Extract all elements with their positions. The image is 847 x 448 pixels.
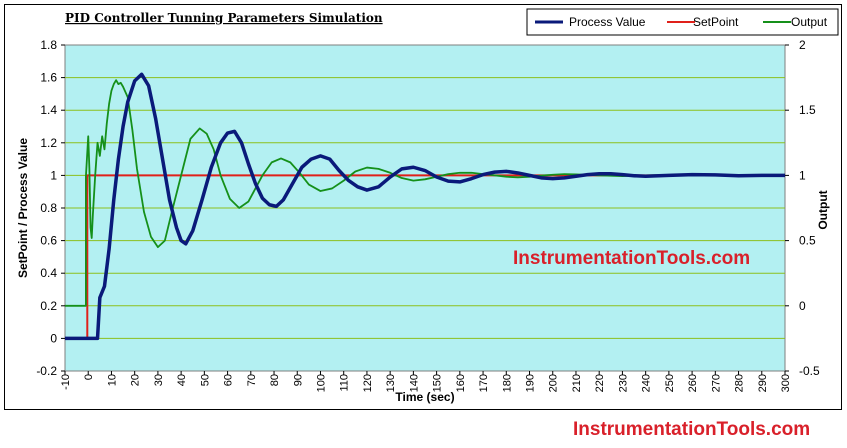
x-tick-label-31: 300 xyxy=(780,374,792,392)
x-tick-label-14: 130 xyxy=(385,374,397,392)
y-tick-label-5: 0.8 xyxy=(40,201,57,215)
legend-label-setpoint: SetPoint xyxy=(693,15,739,29)
y-tick-label-6: 1 xyxy=(50,168,57,182)
x-tick-label-23: 220 xyxy=(594,374,606,392)
y-tick-label-2: 0.2 xyxy=(40,299,57,313)
y2-tick-label-3: 1 xyxy=(799,168,806,182)
y-tick-label-8: 1.4 xyxy=(40,103,57,117)
x-tick-label-4: 30 xyxy=(153,374,165,386)
x-tick-label-28: 270 xyxy=(710,374,722,392)
y2-axis-title: Output xyxy=(816,190,830,229)
x-tick-label-17: 160 xyxy=(455,374,467,392)
series-line-process-value xyxy=(65,72,785,341)
x-tick-label-2: 10 xyxy=(106,374,118,386)
x-tick-label-1: 0 xyxy=(83,374,95,380)
x-tick-label-9: 80 xyxy=(269,374,281,386)
y-axis-title: SetPoint / Process Value xyxy=(16,138,30,278)
y2-tick-label-1: 0 xyxy=(799,299,806,313)
chart-title: PID Controller Tunning Parameters Simula… xyxy=(65,11,383,25)
chart-frame: -0.2 0 0.2 0.4 0.6 0.8 1 1.2 1.4 1.6 1.8 -0.5 0 0.5 1 1… xyxy=(4,4,842,410)
x-tick-label-8: 70 xyxy=(246,374,258,386)
x-tick-label-11: 100 xyxy=(315,374,327,392)
y2-tick-label-4: 1.5 xyxy=(799,103,816,117)
x-tick-label-5: 40 xyxy=(176,374,188,386)
x-tick-label-29: 280 xyxy=(734,374,746,392)
y2-tick-label-5: 2 xyxy=(799,38,806,52)
y-tick-label-4: 0.6 xyxy=(40,234,57,248)
y2-tick-label-2: 0.5 xyxy=(799,234,816,248)
x-tick-label-22: 210 xyxy=(571,374,583,392)
x-tick-label-30: 290 xyxy=(757,374,769,392)
x-tick-label-18: 170 xyxy=(478,374,490,392)
x-tick-label-21: 200 xyxy=(548,374,560,392)
watermark-plot: InstrumentationTools.com xyxy=(513,248,751,269)
watermark-bottom: InstrumentationTools.com xyxy=(573,419,811,440)
chart-svg: -0.200.20.40.60.811.21.41.61.8-0.500.511… xyxy=(16,8,839,404)
y-tick-label-9: 1.6 xyxy=(40,71,57,85)
x-tick-label-6: 50 xyxy=(199,374,211,386)
legend-label-process-value: Process Value xyxy=(569,15,646,29)
x-tick-label-24: 230 xyxy=(617,374,629,392)
x-tick-label-0: -10 xyxy=(60,374,72,390)
x-tick-label-27: 260 xyxy=(687,374,699,392)
y-tick-label-3: 0.4 xyxy=(40,266,57,280)
x-tick-label-10: 90 xyxy=(292,374,304,386)
x-tick-label-16: 150 xyxy=(432,374,444,392)
x-tick-label-13: 120 xyxy=(362,374,374,392)
y-tick-label-10: 1.8 xyxy=(40,38,57,52)
x-tick-label-15: 140 xyxy=(408,374,420,392)
x-tick-label-25: 240 xyxy=(641,374,653,392)
y-tick-label-0: -0.2 xyxy=(36,364,57,378)
y-tick-label-1: 0 xyxy=(50,331,57,345)
x-tick-label-7: 60 xyxy=(223,374,235,386)
y-tick-label-7: 1.2 xyxy=(40,136,57,150)
x-tick-label-20: 190 xyxy=(525,374,537,392)
x-axis-title: Time (sec) xyxy=(395,390,454,404)
x-tick-label-12: 110 xyxy=(339,374,351,392)
x-tick-label-3: 20 xyxy=(130,374,142,386)
legend-label-output: Output xyxy=(791,15,828,29)
x-tick-label-26: 250 xyxy=(664,374,676,392)
x-tick-label-19: 180 xyxy=(501,374,513,392)
y2-tick-label-0: -0.5 xyxy=(799,364,820,378)
